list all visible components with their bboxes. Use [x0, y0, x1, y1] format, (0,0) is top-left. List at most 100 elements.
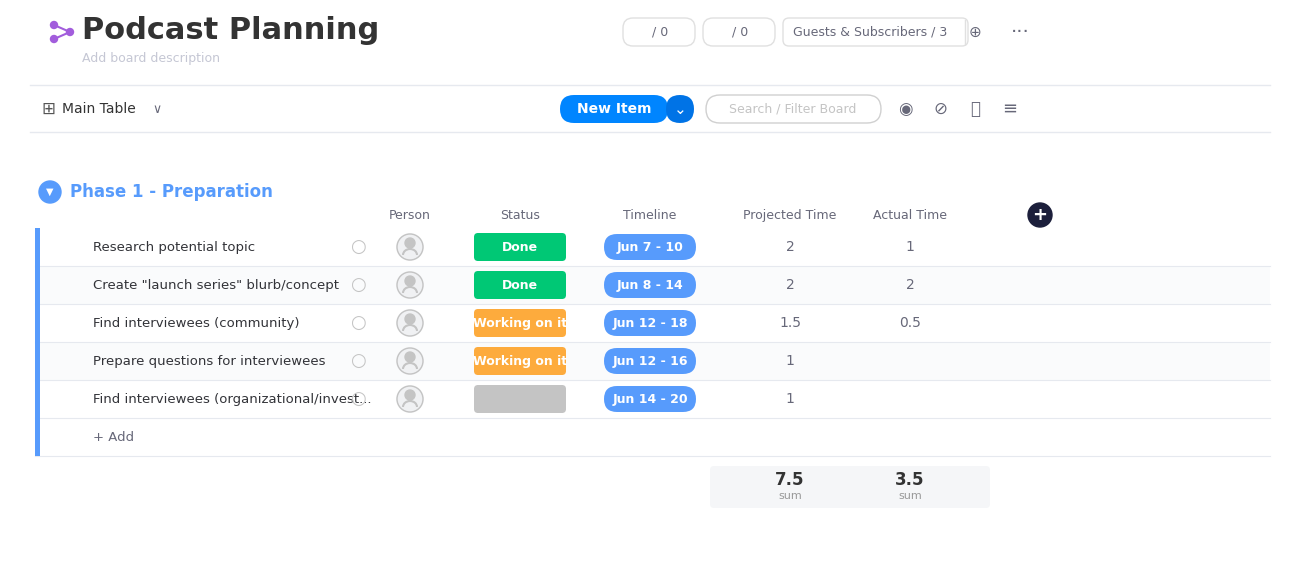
Circle shape	[396, 310, 422, 336]
Text: Podcast Planning: Podcast Planning	[82, 16, 380, 45]
Text: 1: 1	[906, 240, 914, 254]
Text: Working on it: Working on it	[473, 316, 567, 329]
Text: ⊞: ⊞	[42, 100, 55, 118]
Text: Research potential topic: Research potential topic	[94, 241, 255, 254]
FancyBboxPatch shape	[666, 95, 694, 123]
Bar	[35, 304, 1270, 342]
FancyBboxPatch shape	[703, 18, 775, 46]
Circle shape	[51, 21, 57, 29]
Text: ▼: ▼	[47, 187, 53, 197]
FancyBboxPatch shape	[474, 309, 566, 337]
Text: Jun 12 - 16: Jun 12 - 16	[612, 355, 688, 367]
Text: Find interviewees (organizational/invest...: Find interviewees (organizational/invest…	[94, 393, 372, 406]
Text: ⊘: ⊘	[933, 100, 946, 118]
Text: ≡: ≡	[1002, 100, 1018, 118]
Text: ○: ○	[350, 390, 365, 408]
Text: Projected Time: Projected Time	[744, 209, 837, 222]
FancyBboxPatch shape	[783, 18, 968, 46]
Bar	[35, 266, 1270, 304]
Text: Prepare questions for interviewees: Prepare questions for interviewees	[94, 355, 325, 367]
Text: ⌄: ⌄	[673, 102, 686, 117]
Text: Main Table: Main Table	[62, 102, 135, 116]
Bar	[35, 228, 1270, 266]
Circle shape	[396, 272, 422, 298]
Circle shape	[396, 234, 422, 260]
FancyBboxPatch shape	[474, 385, 566, 413]
FancyBboxPatch shape	[560, 95, 668, 123]
Text: Working on it: Working on it	[473, 355, 567, 367]
Circle shape	[51, 35, 57, 43]
Text: Create "launch series" blurb/concept: Create "launch series" blurb/concept	[94, 278, 339, 292]
Text: ○: ○	[350, 276, 365, 294]
Text: ∨: ∨	[152, 103, 161, 116]
Text: ◉: ◉	[898, 100, 913, 118]
Bar	[35, 342, 1270, 380]
FancyBboxPatch shape	[604, 348, 696, 374]
Circle shape	[39, 181, 61, 203]
Bar	[35, 380, 1270, 418]
Circle shape	[66, 29, 74, 35]
Text: ○: ○	[350, 314, 365, 332]
Text: 2: 2	[785, 278, 794, 292]
Circle shape	[406, 352, 415, 362]
Text: Add board description: Add board description	[82, 52, 220, 65]
Text: Jun 12 - 18: Jun 12 - 18	[612, 316, 688, 329]
Text: Jun 8 - 14: Jun 8 - 14	[616, 278, 684, 292]
Text: +: +	[1032, 206, 1048, 224]
FancyBboxPatch shape	[604, 386, 696, 412]
Circle shape	[396, 386, 422, 412]
Text: sum: sum	[898, 491, 922, 501]
Text: Jun 7 - 10: Jun 7 - 10	[616, 241, 684, 254]
Bar	[35, 380, 40, 418]
Circle shape	[406, 238, 415, 248]
Text: Find interviewees (community): Find interviewees (community)	[94, 316, 299, 329]
Text: 1: 1	[785, 354, 794, 368]
Text: 1: 1	[785, 392, 794, 406]
Text: ···: ···	[1010, 22, 1030, 42]
Text: Actual Time: Actual Time	[874, 209, 946, 222]
Circle shape	[396, 348, 422, 374]
Circle shape	[406, 390, 415, 400]
Bar	[35, 304, 40, 342]
Text: Phase 1 - Preparation: Phase 1 - Preparation	[70, 183, 273, 201]
Text: Search / Filter Board: Search / Filter Board	[729, 103, 857, 116]
Bar	[35, 342, 40, 380]
Text: Jun 14 - 20: Jun 14 - 20	[612, 393, 688, 406]
Text: / 0: / 0	[732, 25, 748, 39]
Bar	[35, 266, 40, 304]
Text: 1.5: 1.5	[779, 316, 801, 330]
Text: + Add: + Add	[94, 430, 134, 444]
FancyBboxPatch shape	[604, 310, 696, 336]
Text: ○: ○	[350, 352, 365, 370]
FancyBboxPatch shape	[604, 272, 696, 298]
FancyBboxPatch shape	[604, 234, 696, 260]
Text: 7.5: 7.5	[775, 471, 805, 489]
Text: 2: 2	[785, 240, 794, 254]
FancyBboxPatch shape	[474, 233, 566, 261]
Text: ⌖: ⌖	[970, 100, 980, 118]
Text: Done: Done	[502, 278, 538, 292]
Text: New Item: New Item	[577, 102, 651, 116]
Text: Status: Status	[500, 209, 540, 222]
Circle shape	[406, 276, 415, 286]
Bar	[35, 418, 40, 456]
Text: Done: Done	[502, 241, 538, 254]
Text: Timeline: Timeline	[623, 209, 677, 222]
Text: 0.5: 0.5	[900, 316, 920, 330]
Text: / 0: / 0	[651, 25, 668, 39]
Text: Person: Person	[389, 209, 430, 222]
Circle shape	[406, 314, 415, 324]
Bar	[35, 228, 40, 266]
FancyBboxPatch shape	[474, 347, 566, 375]
Bar	[35, 418, 1270, 456]
Text: 2: 2	[906, 278, 914, 292]
Text: Guests & Subscribers / 3: Guests & Subscribers / 3	[793, 25, 948, 39]
Text: ⊕: ⊕	[968, 25, 982, 39]
FancyBboxPatch shape	[706, 95, 881, 123]
FancyBboxPatch shape	[474, 271, 566, 299]
Text: 3.5: 3.5	[896, 471, 924, 489]
Text: ○: ○	[350, 238, 365, 256]
Circle shape	[1028, 203, 1052, 227]
FancyBboxPatch shape	[710, 466, 991, 508]
Text: sum: sum	[779, 491, 802, 501]
